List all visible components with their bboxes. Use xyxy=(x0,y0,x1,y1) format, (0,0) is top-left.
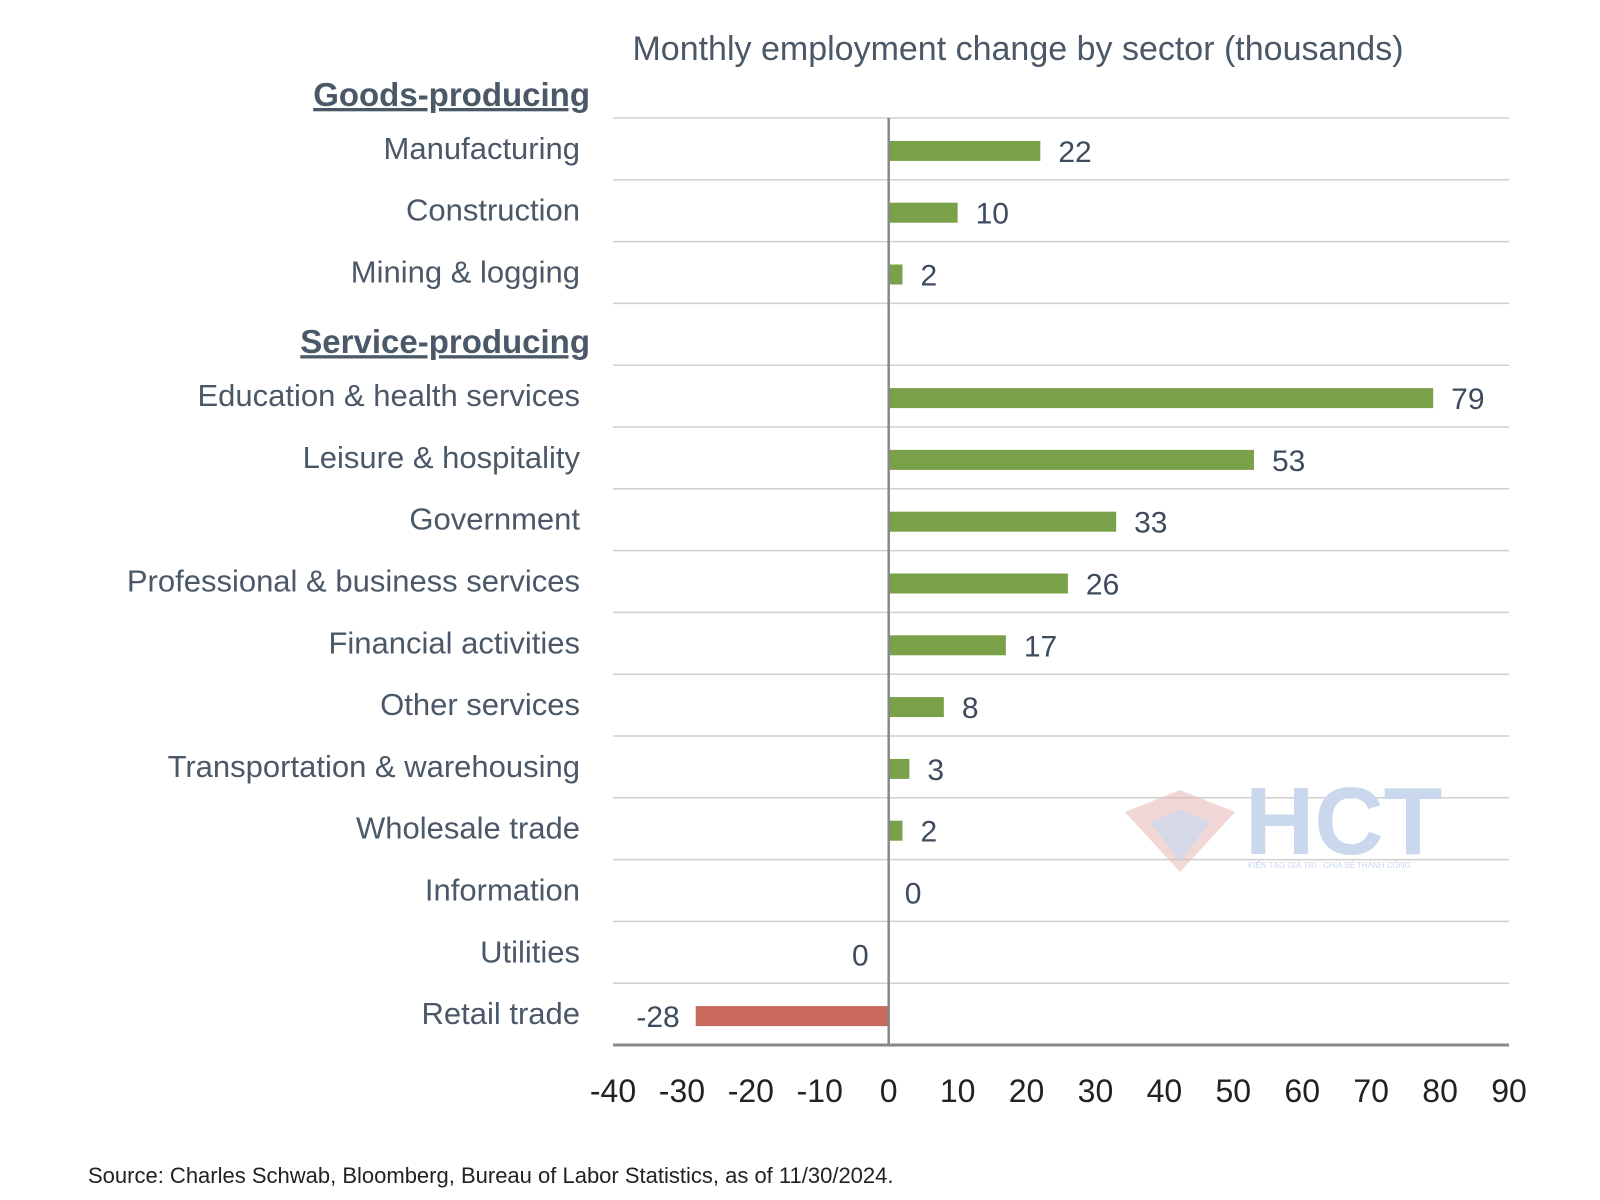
category-label: Mining & logging xyxy=(351,255,580,290)
bar xyxy=(888,140,1041,161)
x-tick-label: -40 xyxy=(590,1073,636,1109)
bar xyxy=(695,1006,889,1027)
x-tick-label: 20 xyxy=(1009,1073,1045,1109)
grid-lines xyxy=(613,117,1509,984)
bar xyxy=(888,264,903,285)
x-tick-label: 50 xyxy=(1216,1073,1252,1109)
watermark-text: HCT xyxy=(1245,768,1442,875)
section-header: Service-producing xyxy=(300,323,590,360)
category-label: Utilities xyxy=(480,934,580,969)
category-label: Manufacturing xyxy=(384,131,580,166)
bar xyxy=(888,697,944,718)
bar xyxy=(888,573,1068,594)
bar xyxy=(888,202,958,223)
x-tick-label: 10 xyxy=(940,1073,976,1109)
chart-title: Monthly employment change by sector (tho… xyxy=(632,30,1403,68)
data-label: -28 xyxy=(636,1001,679,1034)
bar xyxy=(888,635,1006,656)
category-label: Financial activities xyxy=(328,625,580,660)
bar xyxy=(888,820,903,841)
bar xyxy=(888,511,1117,532)
bar xyxy=(888,758,910,779)
data-label: 8 xyxy=(962,692,979,725)
x-tick-label: 70 xyxy=(1353,1073,1389,1109)
category-label: Wholesale trade xyxy=(356,811,580,846)
x-tick-label: -10 xyxy=(797,1073,843,1109)
category-label: Education & health services xyxy=(197,378,580,413)
data-label: 10 xyxy=(976,198,1009,231)
bar xyxy=(888,449,1254,470)
x-tick-label: 60 xyxy=(1284,1073,1320,1109)
x-tick-label: 30 xyxy=(1078,1073,1114,1109)
category-label: Construction xyxy=(406,193,580,228)
watermark-subtitle: KIẾN TẠO GIÁ TRỊ - CHIA SẺ THÀNH CÔNG xyxy=(1248,860,1411,870)
bars xyxy=(695,140,1434,1027)
data-label: 26 xyxy=(1086,569,1119,602)
category-label: Transportation & warehousing xyxy=(168,749,580,784)
category-label: Other services xyxy=(380,687,580,722)
category-label: Professional & business services xyxy=(127,564,580,599)
data-label: 17 xyxy=(1024,630,1057,663)
data-label: 3 xyxy=(927,754,944,787)
data-label: 0 xyxy=(905,878,922,911)
category-label: Leisure & hospitality xyxy=(303,440,581,475)
x-tick-label: 80 xyxy=(1422,1073,1458,1109)
bar xyxy=(888,388,1434,409)
x-tick-label: -30 xyxy=(659,1073,705,1109)
data-label: 33 xyxy=(1134,507,1167,540)
category-label: Government xyxy=(409,502,580,537)
data-label: 79 xyxy=(1451,383,1484,416)
data-label: 2 xyxy=(920,816,937,849)
section-header: Goods-producing xyxy=(313,76,590,113)
x-tick-label: -20 xyxy=(728,1073,774,1109)
data-label: 22 xyxy=(1058,136,1091,169)
axes: -40 -30 -20 -10 0 10 20 30 40 50 60 70 80 90 xyxy=(590,118,1527,1109)
data-label: 0 xyxy=(852,939,869,972)
category-label: Retail trade xyxy=(421,996,580,1031)
source-note: Source: Charles Schwab, Bloomberg, Burea… xyxy=(88,1163,894,1188)
data-label: 2 xyxy=(920,260,937,293)
category-label: Information xyxy=(425,873,580,908)
x-tick-label: 40 xyxy=(1147,1073,1183,1109)
x-tick-label: 0 xyxy=(880,1073,898,1109)
watermark-diamond-lower-icon xyxy=(1150,810,1210,862)
watermark-logo: HCT KIẾN TẠO GIÁ TRỊ - CHIA SẺ THÀNH CÔN… xyxy=(1125,768,1442,875)
x-tick-label: 90 xyxy=(1491,1073,1527,1109)
data-label: 53 xyxy=(1272,445,1305,478)
